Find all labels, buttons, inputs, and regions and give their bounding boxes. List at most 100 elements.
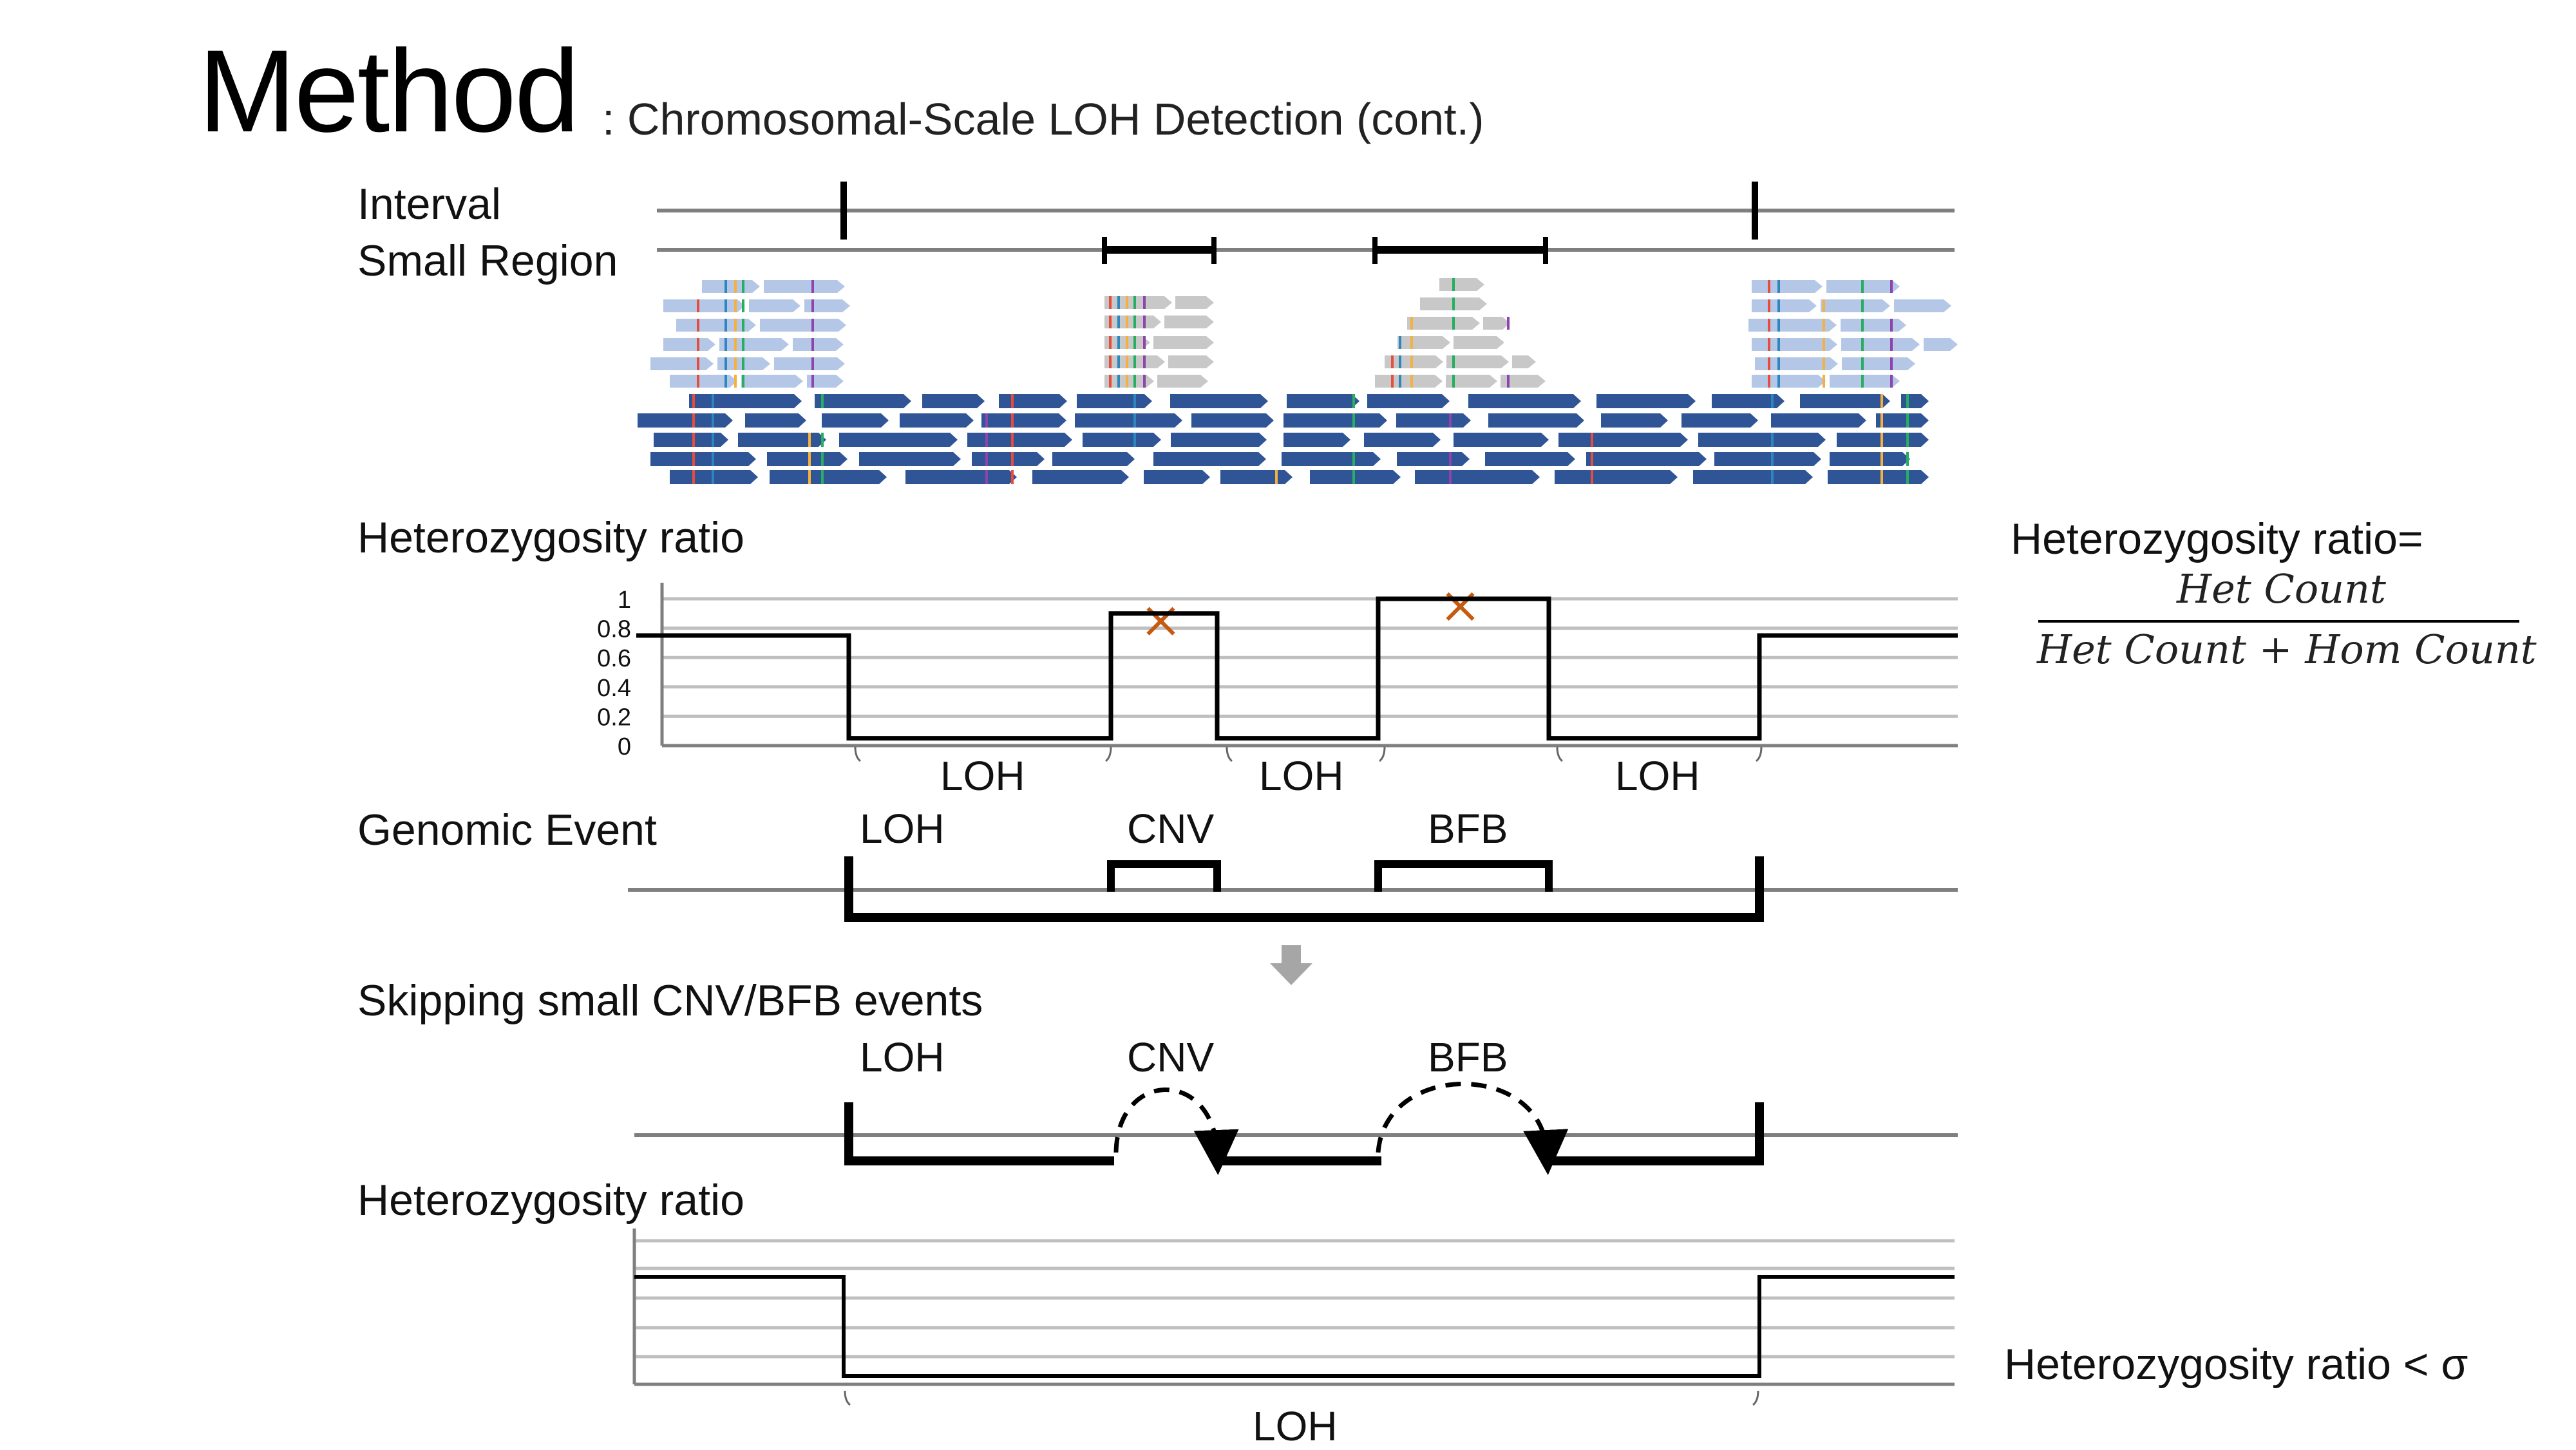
variant-mark: [712, 452, 714, 466]
variant-mark: [1880, 470, 1883, 484]
sequencing-read: [764, 280, 845, 293]
variant-mark: [808, 470, 811, 484]
down-arrow-icon: [1270, 945, 1312, 985]
variant-mark: [712, 433, 714, 447]
variant-mark: [1768, 319, 1770, 332]
het-ratio-step-line: [634, 1275, 1955, 1378]
variant-mark: [1823, 299, 1825, 312]
variant-mark: [1275, 470, 1278, 484]
variant-mark: [1126, 336, 1128, 349]
sequencing-read: [1032, 470, 1129, 484]
variant-mark: [1777, 280, 1780, 293]
variant-mark: [1861, 357, 1864, 370]
variant-mark: [692, 394, 695, 408]
skipping-events-label: Skipping small CNV/BFB events: [357, 976, 983, 1025]
variant-mark: [1890, 375, 1893, 388]
variant-mark: [1126, 355, 1128, 368]
variant-mark: [1352, 452, 1355, 466]
read-pileup: [638, 278, 1958, 484]
sequencing-read: [749, 299, 800, 312]
formula-lhs: Heterozygosity ratio=: [2011, 514, 2423, 563]
small-region-bracket: [1372, 237, 1548, 264]
sequencing-read: [1842, 357, 1915, 370]
variant-mark: [1126, 296, 1128, 309]
sequencing-read: [774, 357, 845, 370]
variant-mark: [1777, 375, 1780, 388]
variant-mark: [985, 452, 988, 466]
variant-mark: [1591, 452, 1593, 466]
sequencing-read: [650, 357, 714, 370]
variant-mark: [742, 357, 744, 370]
sequencing-read: [1077, 394, 1152, 408]
variant-mark: [808, 452, 811, 466]
small-region-track: [657, 237, 1955, 264]
skip-label-bfb: BFB: [1428, 1034, 1508, 1080]
sequencing-read: [900, 413, 974, 428]
sequencing-read: [1830, 452, 1910, 466]
sequencing-read: [1104, 296, 1172, 309]
variant-mark: [1117, 336, 1120, 349]
sequencing-read: [1555, 470, 1678, 484]
sequencing-read: [1901, 394, 1929, 408]
sequencing-read: [1454, 336, 1504, 349]
sequencing-read: [1175, 296, 1214, 309]
variant-mark: [692, 413, 695, 428]
skipping-event-track: [634, 1082, 1958, 1175]
variant-mark: [712, 470, 714, 484]
formula-numerator: Het Count: [2177, 565, 2386, 612]
variant-mark: [1109, 355, 1112, 368]
variant-mark: [1133, 413, 1136, 428]
variant-mark: [1861, 299, 1864, 312]
sequencing-read: [1483, 317, 1510, 330]
variant-mark: [1011, 413, 1014, 428]
variant-mark: [1507, 375, 1510, 388]
variant-mark: [1768, 299, 1770, 312]
sequencing-read: [638, 413, 733, 428]
sequencing-read: [999, 394, 1067, 408]
sequencing-read: [1171, 433, 1267, 447]
variant-mark: [742, 375, 744, 388]
y-tick-label: 0.8: [597, 616, 631, 643]
variant-mark: [697, 299, 699, 312]
variant-mark: [1391, 355, 1394, 368]
y-tick-label: 0: [618, 733, 631, 760]
interval-track: [657, 182, 1955, 240]
sequencing-read: [1755, 357, 1838, 370]
variant-mark: [1117, 296, 1120, 309]
variant-mark: [742, 338, 744, 351]
variant-mark: [1143, 375, 1146, 388]
skip-bfb-arc: [1376, 1082, 1569, 1175]
het-ratio-chart-top: 10.80.6 0.40.20: [597, 583, 1958, 760]
variant-mark: [1449, 452, 1452, 466]
variant-mark: [821, 433, 824, 447]
sequencing-read: [967, 433, 1072, 447]
variant-mark: [1890, 338, 1893, 351]
event-label-loh: LOH: [860, 805, 945, 852]
variant-mark: [811, 375, 814, 388]
sequencing-read: [1310, 470, 1401, 484]
sequencing-read: [741, 375, 803, 388]
sequencing-read: [738, 433, 826, 447]
sequencing-read: [981, 413, 1066, 428]
y-tick-label: 0.4: [597, 675, 631, 702]
sequencing-read: [1698, 433, 1826, 447]
sequencing-read: [1841, 338, 1920, 351]
sequencing-read: [1828, 470, 1929, 484]
variant-mark: [1399, 375, 1401, 388]
event-label-cnv: CNV: [1127, 805, 1215, 852]
cnv-event-bracket: [1107, 860, 1221, 892]
sequencing-read: [1596, 394, 1696, 408]
variant-mark: [1352, 394, 1355, 408]
variant-mark: [1109, 296, 1112, 309]
variant-mark: [1452, 317, 1455, 330]
sequencing-read: [1191, 413, 1274, 428]
variant-mark: [1823, 319, 1825, 332]
sequencing-read: [1170, 394, 1268, 408]
variant-mark: [1352, 413, 1355, 428]
sequencing-read: [1681, 413, 1758, 428]
variant-mark: [1133, 394, 1136, 408]
variant-mark: [1777, 357, 1780, 370]
variant-mark: [1410, 375, 1413, 388]
loh-bracket-label-1: LOH: [940, 753, 1025, 799]
